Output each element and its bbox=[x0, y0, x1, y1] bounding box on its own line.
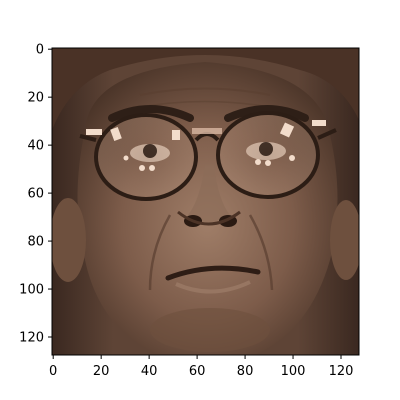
y-axis: 0 20 40 60 80 100 120 bbox=[19, 43, 52, 346]
x-tick-label: 40 bbox=[141, 364, 158, 379]
x-axis: 0 20 40 60 80 100 120 bbox=[49, 355, 353, 379]
y-tick-label: 20 bbox=[27, 91, 44, 106]
x-tick-label: 0 bbox=[49, 364, 57, 379]
y-tick-label: 40 bbox=[27, 139, 44, 154]
axes-frame bbox=[51, 47, 360, 356]
y-tick-label: 120 bbox=[19, 331, 44, 346]
face-image bbox=[52, 48, 359, 355]
x-tick-label: 100 bbox=[281, 364, 306, 379]
x-tick-label: 120 bbox=[329, 364, 354, 379]
x-tick-label: 60 bbox=[189, 364, 206, 379]
x-tick-label: 20 bbox=[93, 364, 110, 379]
y-tick-label: 100 bbox=[19, 283, 44, 298]
y-tick-label: 80 bbox=[27, 235, 44, 250]
x-tick-label: 80 bbox=[237, 364, 254, 379]
y-tick-label: 60 bbox=[27, 187, 44, 202]
y-tick-label: 0 bbox=[36, 43, 44, 58]
